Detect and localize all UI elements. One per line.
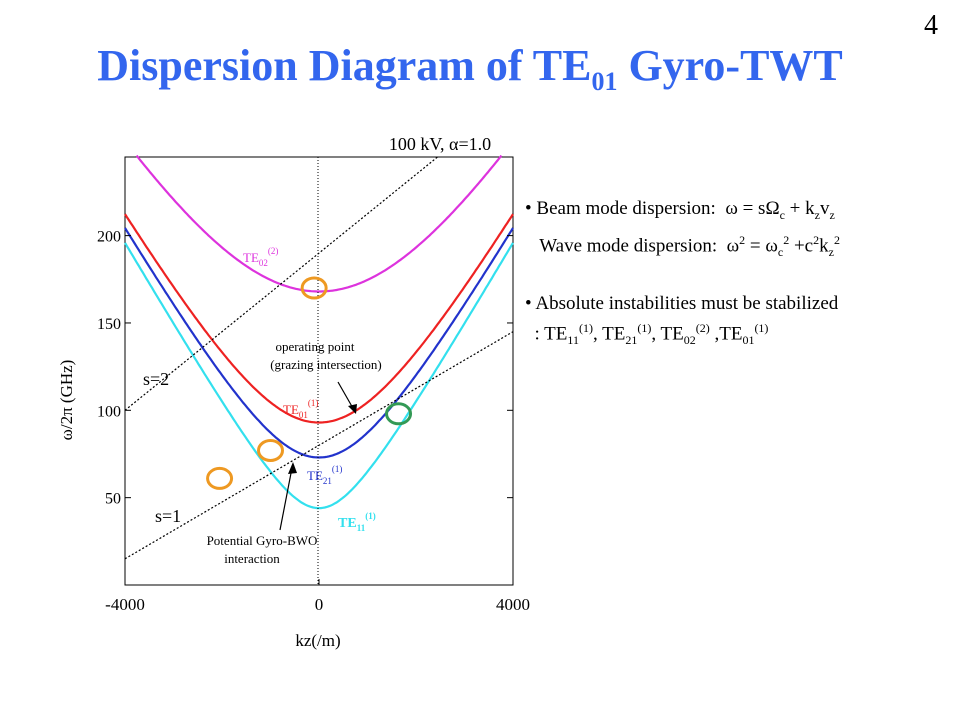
title-tail: Gyro-TWT [617, 41, 843, 90]
intersection-marker [257, 438, 284, 462]
y-tick-label: 150 [97, 316, 121, 333]
x-tick-label: 0 [315, 595, 324, 614]
x-axis-label: kz(/m) [295, 631, 340, 650]
bullet-absolute: • Absolute instabilities must be stabili… [525, 292, 839, 314]
y-tick-label: 100 [97, 403, 121, 420]
wave-label: Wave mode dispersion: [539, 235, 718, 257]
slide-title: Dispersion Diagram of TE01 Gyro-TWT [0, 40, 940, 97]
annotation-operating-1: operating point [275, 339, 354, 354]
y-tick-label: 200 [97, 229, 121, 246]
annotation-bwo-1: Potential Gyro-BWO [207, 533, 318, 548]
bwo-arrowhead [288, 462, 297, 474]
title-subscript: 01 [591, 66, 618, 96]
intersection-marker [385, 402, 413, 426]
intersection-marker [206, 466, 234, 490]
te02-sup: (2) [268, 246, 279, 256]
axis-ticks: 50 100 150 200 -4000 0 4000 [97, 229, 530, 614]
title-main: Dispersion Diagram of TE [97, 41, 592, 90]
te01-main: TE [283, 402, 299, 417]
te01-sub: 01 [299, 410, 308, 420]
bullet-list: • Beam mode dispersion: ω = sΩc + kzvz W… [525, 196, 955, 353]
operating-arrowhead [348, 404, 357, 414]
te21-sub: 21 [323, 476, 332, 486]
bullet-absolute-modes: : TE11(1), TE21(1), TE02(2) ,TE01(1) [525, 320, 769, 348]
abs-line-1: Absolute instabilities must be stabilize… [535, 292, 839, 314]
mode-label-te01: TE01(1) [283, 398, 318, 420]
te11-sup: (1) [365, 511, 376, 521]
annotation-bwo-2: interaction [224, 551, 280, 566]
te11-sub: 11 [357, 523, 366, 533]
te02-main: TE [243, 250, 259, 265]
beam-label-s1: s=1 [155, 506, 181, 526]
annotation-operating-2: (grazing intersection) [270, 357, 382, 372]
curve-te211 [124, 227, 514, 459]
beam-label: Beam mode dispersion: [536, 198, 716, 219]
y-tick-label: 50 [105, 491, 121, 508]
te01-sup: (1) [308, 398, 319, 408]
intersection-markers [206, 276, 413, 490]
mode-label-te11: TE11 (1) [338, 511, 376, 533]
curve-te011 [124, 213, 514, 424]
mode-curves [124, 154, 514, 510]
bullet-wave: Wave mode dispersion: ω2 = ωc2 +c2kz2 [539, 232, 840, 259]
mode-label-te21: TE21(1) [307, 464, 342, 486]
y-axis-label: ω/2π (GHz) [57, 360, 76, 441]
beam-line-s1 [124, 331, 514, 560]
x-tick-label: -4000 [105, 595, 145, 614]
bullet-beam: • Beam mode dispersion: ω = sΩc + kzvz [525, 198, 835, 222]
te02-sub: 02 [259, 258, 268, 268]
slide-number: 4 [924, 10, 938, 41]
te11-main: TE [338, 516, 357, 531]
mode-label-te02: TE02(2) [243, 246, 278, 268]
plot-header: 100 kV, α=1.0 [389, 134, 491, 154]
curve-te111 [124, 242, 514, 510]
intersection-marker [300, 276, 328, 300]
curve-te022 [135, 154, 503, 293]
x-tick-label: 4000 [496, 595, 530, 614]
beam-lines [124, 156, 514, 560]
beam-line-s2 [124, 156, 438, 411]
bwo-arrow [279, 467, 293, 531]
te21-sup: (1) [332, 464, 343, 474]
beam-label-s2: s=2 [143, 369, 169, 389]
te21-main: TE [307, 468, 323, 483]
